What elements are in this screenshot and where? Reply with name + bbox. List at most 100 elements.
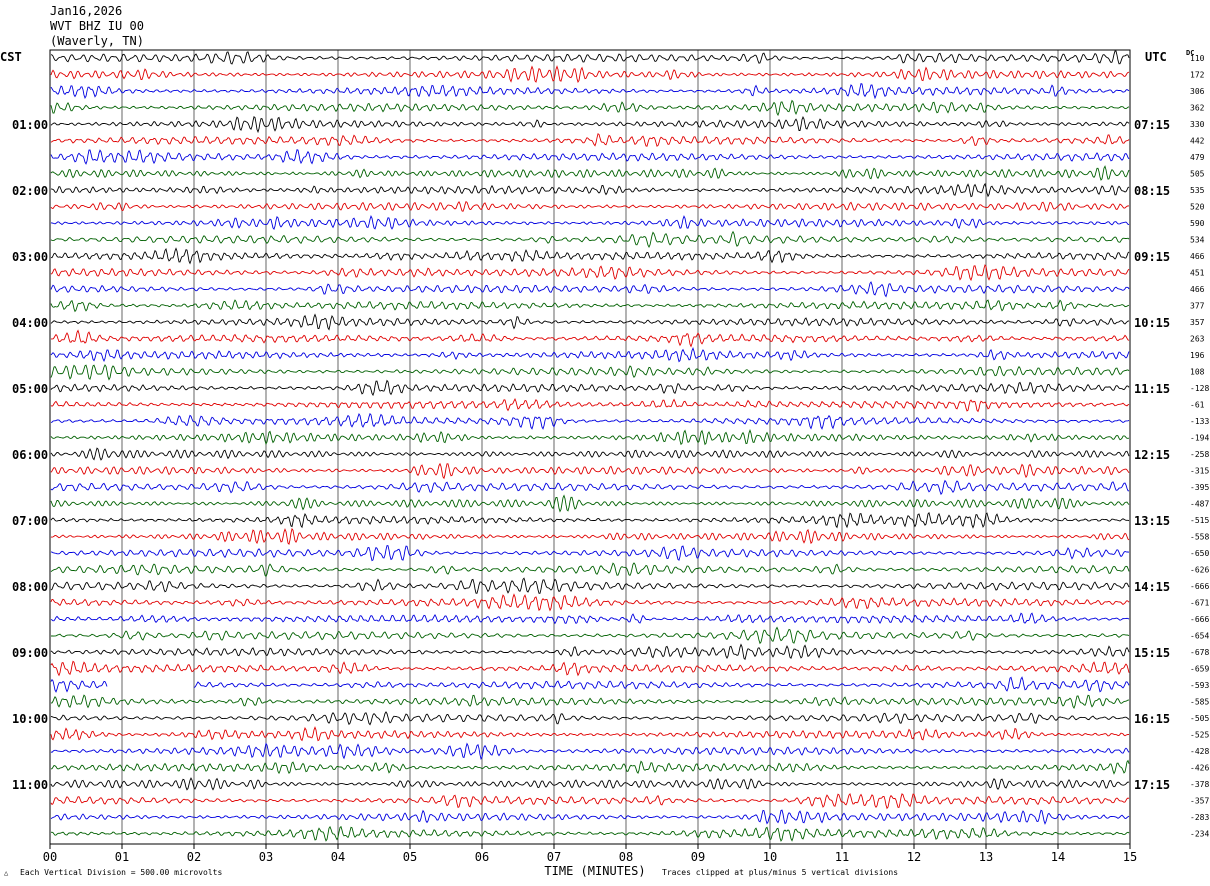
seismic-trace <box>50 201 1130 212</box>
seismic-trace <box>50 50 1130 65</box>
x-tick-label: 06 <box>475 850 489 864</box>
x-tick-label: 04 <box>331 850 345 864</box>
right-time-label: 09:15 <box>1134 250 1170 264</box>
seismic-trace <box>50 347 1130 363</box>
right-time-label: 15:15 <box>1134 646 1170 660</box>
seismic-trace <box>50 694 1129 709</box>
dc-value-label: -426 <box>1190 764 1209 773</box>
dc-value-label: -128 <box>1190 384 1209 393</box>
seismic-trace <box>50 412 1130 430</box>
dc-value-label: -666 <box>1190 615 1209 624</box>
seismic-trace <box>50 133 1130 147</box>
x-tick-label: 11 <box>835 850 849 864</box>
dc-value-label: -585 <box>1190 698 1209 707</box>
dc-value-label: 535 <box>1190 186 1205 195</box>
dc-value-label: 357 <box>1190 318 1205 327</box>
right-time-label: 07:15 <box>1134 118 1170 132</box>
left-timezone-label: CST <box>0 50 22 64</box>
seismic-trace <box>50 230 1130 248</box>
dc-value-label: 377 <box>1190 302 1205 311</box>
dc-value-label: -234 <box>1190 830 1209 839</box>
right-time-label: 08:15 <box>1134 184 1170 198</box>
left-time-label: 08:00 <box>12 580 48 594</box>
dc-value-label: 520 <box>1190 203 1205 212</box>
plot-frame <box>49 49 1131 845</box>
x-tick-label: 13 <box>979 850 993 864</box>
dc-value-label: 306 <box>1190 87 1205 96</box>
x-tick-label: 00 <box>43 850 57 864</box>
x-tick-label: 01 <box>115 850 129 864</box>
dc-value-label: -626 <box>1190 566 1209 575</box>
dc-value-label: -61 <box>1190 401 1205 410</box>
dc-value-label: -650 <box>1190 549 1209 558</box>
dc-value-label: 330 <box>1190 120 1205 129</box>
dc-value-label: -378 <box>1190 780 1209 789</box>
left-time-label: 02:00 <box>12 184 48 198</box>
dc-value-label: 451 <box>1190 269 1205 278</box>
seismic-trace <box>50 82 1130 100</box>
left-time-label: 06:00 <box>12 448 48 462</box>
left-time-label: 09:00 <box>12 646 48 660</box>
dc-value-label: -428 <box>1190 747 1209 756</box>
x-tick-label: 12 <box>907 850 921 864</box>
seismic-trace <box>50 281 1130 298</box>
seismic-trace <box>50 149 1130 165</box>
left-time-label: 07:00 <box>12 514 48 528</box>
seismic-trace <box>50 247 1130 265</box>
date-label: Jan16,2026 <box>50 4 123 18</box>
x-tick-label: 07 <box>547 850 561 864</box>
dc-value-label: -194 <box>1190 434 1209 443</box>
dc-value-label: -395 <box>1190 483 1209 492</box>
seismic-trace <box>50 711 1130 726</box>
dc-value-label: 479 <box>1190 153 1205 162</box>
seismic-trace <box>50 379 1130 397</box>
dc-value-label: -525 <box>1190 731 1209 740</box>
dc-value-label: -659 <box>1190 665 1209 674</box>
seismic-trace <box>50 182 1130 198</box>
right-time-label: 14:15 <box>1134 580 1170 594</box>
seismic-trace <box>50 643 1130 661</box>
seismic-trace <box>50 726 1130 742</box>
dc-value-label: -315 <box>1190 467 1209 476</box>
scale-note: Each Vertical Division = 500.00 microvol… <box>20 868 223 877</box>
x-tick-label: 09 <box>691 850 705 864</box>
seismic-trace <box>50 825 1130 842</box>
dc-value-label: 466 <box>1190 252 1205 261</box>
seismic-trace <box>50 612 1130 625</box>
seismic-trace <box>50 545 1130 562</box>
dc-value-label: 466 <box>1190 285 1205 294</box>
dc-value-label: 442 <box>1190 137 1205 146</box>
x-tick-label: 08 <box>619 850 633 864</box>
seismic-trace <box>50 809 1130 825</box>
left-time-label: 11:00 <box>12 778 48 792</box>
x-tick-label: 03 <box>259 850 273 864</box>
scale-note-icon: △ <box>4 869 9 877</box>
seismic-trace <box>50 792 1130 810</box>
right-time-label: 10:15 <box>1134 316 1170 330</box>
seismic-trace <box>50 742 1130 760</box>
dc-value-label: 505 <box>1190 170 1205 179</box>
left-time-label: 04:00 <box>12 316 48 330</box>
seismic-trace <box>50 759 1130 775</box>
seismic-trace <box>50 313 1130 331</box>
seismic-trace <box>50 593 1130 612</box>
dc-value-label: -283 <box>1190 813 1209 822</box>
seismic-trace <box>50 329 1130 348</box>
dc-value-label: -505 <box>1190 714 1209 723</box>
dc-value-label: 534 <box>1190 236 1205 245</box>
seismic-trace <box>50 562 1130 578</box>
seismic-trace <box>50 479 1130 496</box>
seismic-trace <box>50 364 1130 381</box>
right-time-label: 16:15 <box>1134 712 1170 726</box>
dc-value-label: -258 <box>1190 450 1209 459</box>
right-time-label: 17:15 <box>1134 778 1170 792</box>
seismic-trace <box>50 678 108 693</box>
seismic-trace <box>50 660 1130 677</box>
dc-value-label: 590 <box>1190 219 1205 228</box>
seismic-trace <box>50 511 1130 529</box>
seismic-trace <box>50 577 1130 594</box>
seismic-trace <box>50 299 1130 313</box>
dc-value-label: -593 <box>1190 681 1209 690</box>
dc-value-label: -558 <box>1190 533 1209 542</box>
